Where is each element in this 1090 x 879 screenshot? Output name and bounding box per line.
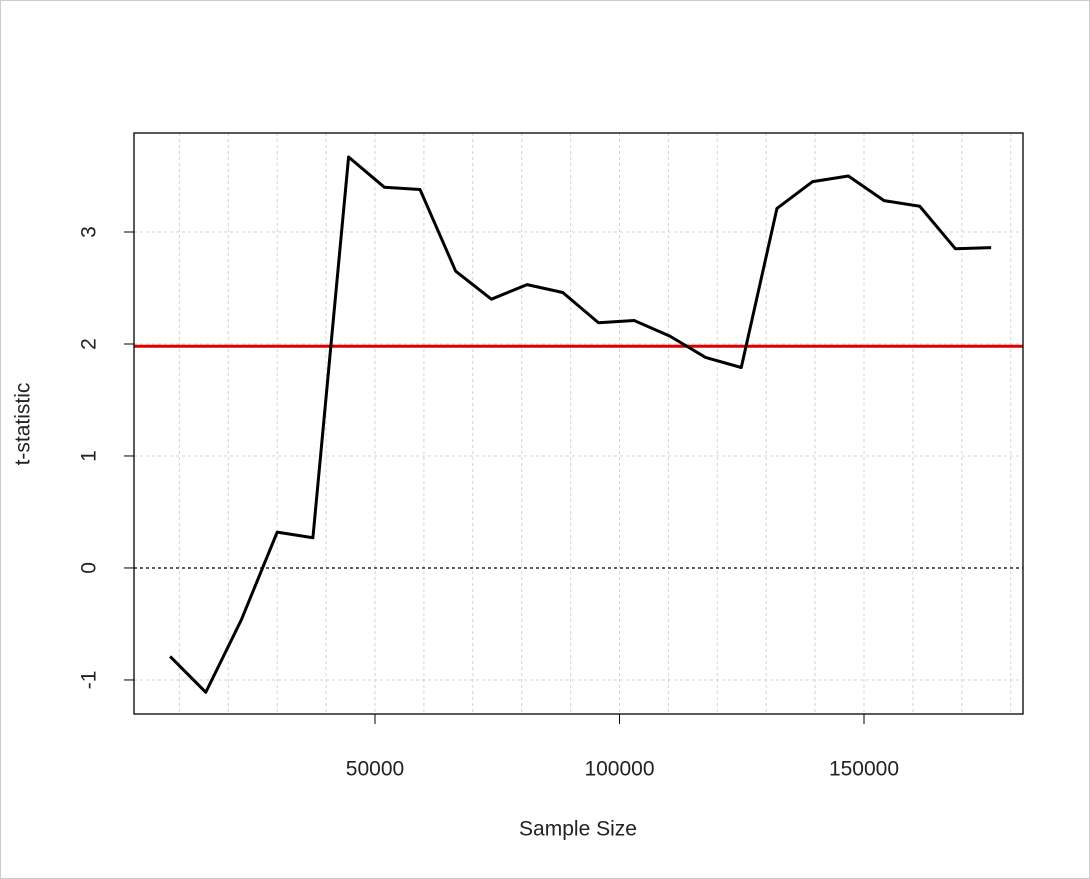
y-tick-label: 1 [78,450,101,462]
x-axis-label: Sample Size [519,818,637,841]
y-tick-label: 0 [78,562,101,574]
y-tick-label: -1 [78,671,101,690]
plot-frame [133,132,1024,715]
y-axis-label: t-statistic [12,383,35,466]
x-tick-label: 50000 [346,758,404,781]
y-tick-label: 3 [78,226,101,238]
x-tick-label: 100000 [584,758,654,781]
x-tick-label: 150000 [829,758,899,781]
y-tick-label: 2 [78,338,101,350]
data-line [169,155,992,694]
